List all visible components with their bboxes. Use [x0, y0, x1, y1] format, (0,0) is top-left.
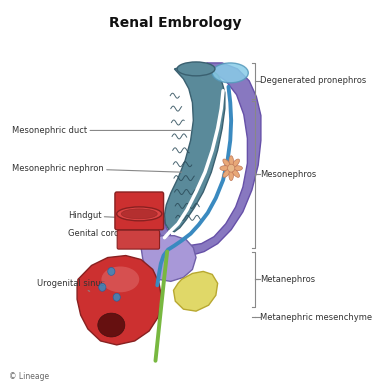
Text: Hindgut: Hindgut: [68, 211, 127, 220]
Circle shape: [108, 267, 115, 275]
Ellipse shape: [223, 159, 230, 168]
Text: Genital cord: Genital cord: [68, 229, 127, 238]
FancyBboxPatch shape: [115, 192, 164, 230]
Circle shape: [228, 164, 235, 172]
Text: Urogenital sinus: Urogenital sinus: [37, 279, 106, 291]
Polygon shape: [157, 63, 261, 256]
Polygon shape: [141, 236, 196, 281]
Ellipse shape: [232, 169, 239, 177]
Ellipse shape: [229, 170, 234, 181]
Ellipse shape: [102, 266, 139, 292]
Text: Degenerated pronephros: Degenerated pronephros: [260, 76, 366, 85]
Ellipse shape: [117, 207, 162, 221]
Polygon shape: [164, 66, 225, 232]
Text: Mesonephric duct: Mesonephric duct: [12, 126, 191, 135]
Ellipse shape: [121, 209, 157, 219]
Circle shape: [113, 293, 120, 301]
Polygon shape: [77, 256, 162, 345]
Ellipse shape: [229, 156, 234, 167]
Text: Mesonephros: Mesonephros: [260, 169, 316, 179]
Ellipse shape: [232, 159, 239, 168]
Ellipse shape: [223, 169, 230, 177]
Text: Metanephric mesenchyme: Metanephric mesenchyme: [260, 313, 372, 322]
Text: © Lineage: © Lineage: [8, 372, 49, 381]
Ellipse shape: [212, 63, 248, 83]
Polygon shape: [173, 271, 218, 311]
Ellipse shape: [220, 166, 230, 171]
Ellipse shape: [232, 166, 242, 171]
FancyBboxPatch shape: [117, 230, 159, 249]
Text: Renal Embrology: Renal Embrology: [109, 16, 242, 30]
Text: Metanephros: Metanephros: [260, 275, 315, 284]
Text: Mesonephric nephron: Mesonephric nephron: [12, 164, 181, 173]
Ellipse shape: [98, 313, 125, 337]
Ellipse shape: [177, 62, 215, 76]
Circle shape: [99, 283, 106, 291]
